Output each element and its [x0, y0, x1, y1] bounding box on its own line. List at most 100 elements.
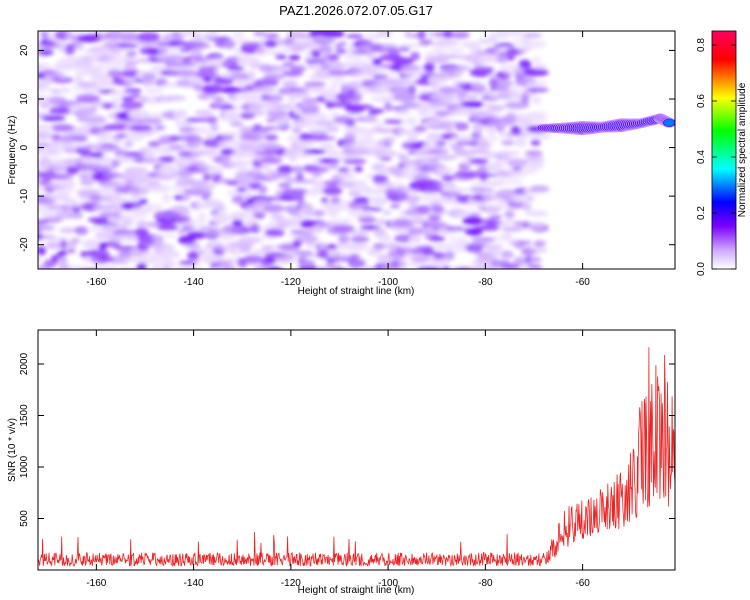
- heatmap-cell-793: [324, 148, 340, 157]
- heatmap-cell-891: [365, 54, 378, 60]
- heatmap-cell-1123: [450, 31, 470, 39]
- heatmap-cell-1200: [486, 188, 495, 193]
- heatmap-cell-447: [190, 183, 216, 190]
- heatmap-cell-1113: [454, 122, 470, 131]
- heatmap-cell-274: [120, 100, 144, 111]
- heatmap-cell-1054: [423, 62, 435, 73]
- heatmap-cell-420: [189, 241, 201, 251]
- heatmap-y-tick-label-4: 20: [19, 44, 30, 56]
- heatmap-cell-805: [319, 31, 345, 38]
- heatmap-y-label: Frequency (Hz): [7, 116, 18, 185]
- heatmap-cell-409: [174, 120, 193, 127]
- heatmap-cell-777: [318, 44, 333, 54]
- heatmap-cell-1256: [506, 111, 516, 119]
- heatmap-cell-197: [96, 131, 114, 141]
- colorbar-tick-label-1: 0.2: [696, 206, 707, 220]
- heatmap-cell-1309: [526, 221, 545, 229]
- heatmap-cell-670: [283, 175, 294, 181]
- heatmap-cell-521: [218, 105, 237, 110]
- heatmap-cell-500: [213, 96, 224, 103]
- heatmap-cell-632: [263, 126, 279, 131]
- heatmap-cell-152: [75, 94, 101, 104]
- heatmap-cell-151: [88, 105, 97, 111]
- heatmap-cell-1068: [427, 148, 449, 155]
- heatmap-y-tick-label-1: -10: [19, 188, 30, 203]
- heatmap-cell-1163: [470, 80, 486, 90]
- heatmap-cell-1093: [444, 123, 454, 133]
- snr-plot-area: [38, 330, 675, 570]
- heatmap-cell-1018: [415, 205, 433, 214]
- heatmap-cell-931: [383, 101, 392, 112]
- heatmap-cell-853: [350, 258, 367, 268]
- heatmap-cell-851: [345, 34, 364, 39]
- heatmap-cell-835: [343, 158, 367, 165]
- heatmap-cell-885: [364, 115, 378, 123]
- heatmap-y-axis: -20 -10 0 10 20: [19, 44, 675, 252]
- heatmap-cell-326: [142, 72, 157, 82]
- heatmap-cell-446: [189, 188, 213, 197]
- heatmap-cell-421: [187, 231, 207, 239]
- heatmap-cell-1305: [531, 257, 542, 263]
- heatmap-cell-392: [175, 266, 191, 269]
- snr-y-tick-label-1: 1000: [19, 455, 30, 478]
- heatmap-x-tick-label-2: -120: [281, 277, 301, 288]
- heatmap-cell-884: [364, 129, 374, 140]
- heatmap-cell-623: [264, 228, 285, 237]
- heatmap-cell-878: [361, 206, 383, 212]
- snr-frame: [37, 329, 676, 571]
- heatmap-cell-123: [72, 134, 88, 143]
- heatmap-cell-636: [263, 94, 284, 103]
- colorbar-tick-label-0: 0.0: [696, 262, 707, 276]
- heatmap-cell-1149: [469, 213, 481, 219]
- heatmap-cell-964: [401, 244, 417, 250]
- heatmap-cell-607: [261, 164, 272, 171]
- heatmap-cell-1288: [518, 240, 532, 246]
- heatmap-cell-148: [84, 143, 96, 151]
- heatmap-cell-1078: [436, 53, 450, 64]
- heatmap-cell-926: [380, 156, 392, 161]
- heatmap-cell-472: [210, 173, 223, 180]
- heatmap-cell-419: [187, 251, 200, 261]
- heatmap-cell-825: [335, 48, 348, 55]
- heatmap-cell-1109: [444, 187, 471, 193]
- heatmap-cell-6: [38, 185, 47, 192]
- heatmap-cell-324: [144, 88, 163, 93]
- heatmap-cell-858: [353, 196, 371, 204]
- heatmap-cell-712: [295, 234, 319, 243]
- heatmap-cell-428: [189, 160, 207, 165]
- heatmap-cell-929: [382, 137, 397, 142]
- heatmap-cell-416: [178, 31, 200, 37]
- heatmap-x-label: Height of straight line (km): [298, 286, 415, 297]
- heatmap-cell-742: [303, 165, 330, 173]
- heatmap-cell-649: [278, 182, 292, 188]
- heatmap-x-tick-label-3: -100: [378, 277, 398, 288]
- heatmap-cell-170: [90, 152, 104, 158]
- heatmap-cell-1065: [432, 205, 445, 214]
- heatmap-cell-251: [121, 95, 134, 102]
- heatmap-cell-1089: [435, 167, 457, 172]
- heatmap-x-tick-label-5: -60: [575, 277, 590, 288]
- heatmap-cell-950: [388, 165, 402, 175]
- heatmap-cell-1268: [510, 193, 532, 203]
- heatmap-cell-930: [375, 127, 396, 134]
- heatmap-cell-441: [197, 248, 207, 256]
- snr-panel: -160 -140 -120 -100 -80 -60 500 1000 1500 2000 H…: [7, 329, 676, 596]
- heatmap-cell-549: [227, 65, 245, 72]
- heatmap-cell-432: [192, 126, 202, 135]
- heatmap-cell-208: [109, 241, 118, 248]
- heatmap-cell-212: [111, 210, 123, 219]
- colorbar-ticks: 0.0 0.2 0.4 0.6 0.8: [696, 38, 736, 276]
- heatmap-cell-371: [157, 46, 182, 55]
- colorbar-tick-label-2: 0.4: [696, 150, 707, 164]
- heatmap-cell-512: [226, 189, 241, 197]
- heatmap-cell-826: [338, 40, 347, 47]
- heatmap-cell-1209: [486, 104, 506, 112]
- heatmap-cell-398: [179, 209, 191, 218]
- heatmap-cell-1271: [511, 166, 523, 172]
- heatmap-cell-1010: [398, 43, 425, 48]
- heatmap-cell-1040: [419, 192, 440, 203]
- heatmap-cell-579: [250, 223, 261, 234]
- heatmap-cell-1252: [496, 150, 521, 157]
- heatmap-cell-808: [330, 252, 356, 259]
